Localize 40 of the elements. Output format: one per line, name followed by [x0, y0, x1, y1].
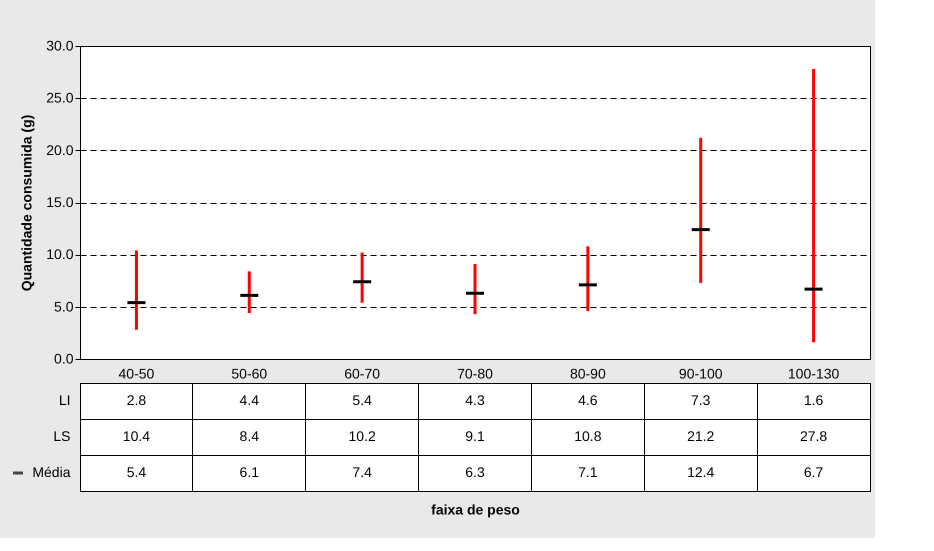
text: 6.1 — [240, 464, 260, 480]
x-tick-label: 60-70 — [344, 366, 380, 382]
text: 10.8 — [574, 428, 602, 444]
text: faixa de peso — [431, 502, 520, 518]
x-tick-label: 80-90 — [570, 366, 606, 382]
y-tick-label: 0.0 — [54, 350, 74, 366]
y-axis-title: Quantidade consumida (g) — [18, 114, 34, 292]
x-tick-label: 50-60 — [231, 366, 268, 382]
y-tick-label: 5.0 — [54, 298, 74, 314]
text: 7.4 — [352, 464, 372, 480]
text: 7.3 — [690, 392, 711, 408]
x-tick-label: 40-50 — [118, 366, 155, 382]
text: 10.4 — [122, 428, 150, 444]
y-tick-label: 30.0 — [46, 38, 74, 54]
text: 27.8 — [800, 428, 828, 444]
y-tick-label: 20.0 — [46, 142, 74, 158]
text: 12.4 — [687, 464, 715, 480]
text: 5.4 — [126, 464, 146, 480]
y-tick-label: 15.0 — [46, 194, 74, 210]
text: 6.3 — [465, 464, 485, 480]
text: LI — [58, 392, 70, 408]
text: LS — [53, 428, 70, 444]
text: 5.4 — [352, 392, 372, 408]
x-tick-label: 100-130 — [788, 366, 840, 382]
text: 7.1 — [578, 464, 598, 480]
text: 2.8 — [126, 392, 146, 408]
text: 8.4 — [240, 428, 260, 444]
text: 21.2 — [687, 428, 715, 444]
text: 4.3 — [465, 392, 485, 408]
text: 10.2 — [348, 428, 376, 444]
x-tick-label: 90-100 — [678, 366, 723, 382]
text: 6.7 — [804, 464, 824, 480]
text: 4.4 — [240, 392, 260, 408]
y-tick-label: 25.0 — [46, 90, 74, 106]
y-tick-label: 10.0 — [46, 246, 74, 262]
text: 1.6 — [804, 392, 824, 408]
x-tick-label: 70-80 — [457, 366, 494, 382]
text: 9.1 — [465, 428, 485, 444]
text: Média — [32, 464, 71, 480]
text: 4.6 — [578, 392, 598, 408]
